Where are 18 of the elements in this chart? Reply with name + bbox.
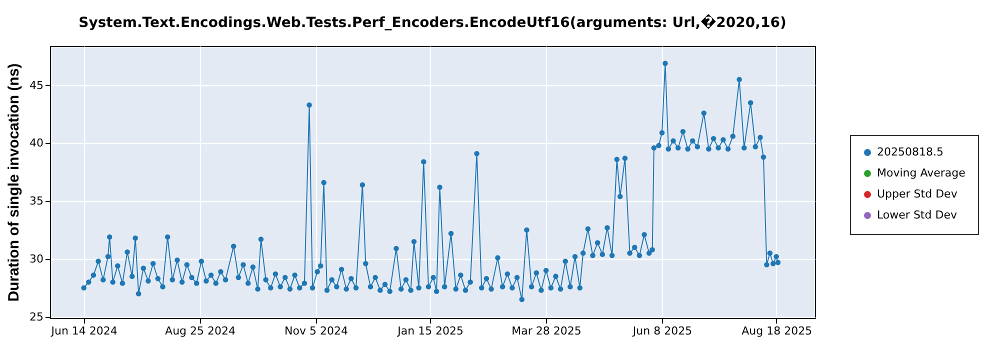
x-tick-label: Nov 5 2024 xyxy=(284,324,348,338)
y-tick-label: 45 xyxy=(30,78,44,92)
x-tick-label: Aug 25 2024 xyxy=(165,324,236,338)
x-tick-label: Jun 8 2025 xyxy=(632,324,692,338)
legend-label: Upper Std Dev xyxy=(877,188,958,200)
y-axis-title: Duration of single invocation (ns) xyxy=(6,63,23,302)
x-tick-label: Mar 28 2025 xyxy=(512,324,582,338)
x-tick-label: Jan 15 2025 xyxy=(396,324,464,338)
x-tick-label: Aug 18 2025 xyxy=(742,324,812,338)
legend-label: 20250818.5 xyxy=(877,146,944,158)
y-tick-label: 35 xyxy=(30,194,44,208)
legend-label: Lower Std Dev xyxy=(877,208,958,222)
y-tick-label: 25 xyxy=(30,310,44,324)
y-tick-label: 30 xyxy=(30,252,44,266)
chart-title: System.Text.Encodings.Web.Tests.Perf_Encoders.EncodeUtf16(arguments: Url,�2020,16) xyxy=(78,14,786,31)
legend-label: Moving Average xyxy=(877,166,966,180)
y-tick-label: 40 xyxy=(30,136,44,150)
x-tick-label: Jun 14 2024 xyxy=(50,324,118,338)
